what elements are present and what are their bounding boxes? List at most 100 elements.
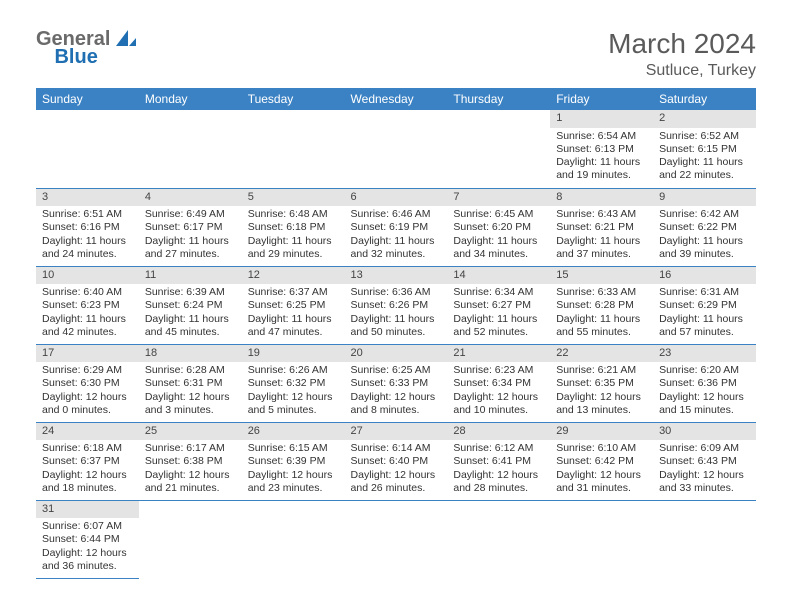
sunset-line: Sunset: 6:34 PM	[453, 377, 544, 390]
day-number: 6	[345, 189, 448, 207]
sunset-line: Sunset: 6:19 PM	[351, 221, 442, 234]
sunset-line: Sunset: 6:32 PM	[248, 377, 339, 390]
sunrise-line: Sunrise: 6:54 AM	[556, 130, 647, 143]
sunset-line: Sunset: 6:26 PM	[351, 299, 442, 312]
day-number: 13	[345, 267, 448, 285]
calendar-cell: 27Sunrise: 6:14 AMSunset: 6:40 PMDayligh…	[345, 422, 448, 500]
calendar-cell: 21Sunrise: 6:23 AMSunset: 6:34 PMDayligh…	[447, 344, 550, 422]
sunrise-line: Sunrise: 6:10 AM	[556, 442, 647, 455]
day-number: 25	[139, 423, 242, 441]
day-number: 4	[139, 189, 242, 207]
daylight-line: Daylight: 12 hours and 18 minutes.	[42, 469, 133, 495]
calendar-table: SundayMondayTuesdayWednesdayThursdayFrid…	[36, 88, 756, 579]
day-number: 16	[653, 267, 756, 285]
daylight-line: Daylight: 12 hours and 31 minutes.	[556, 469, 647, 495]
day-number: 27	[345, 423, 448, 441]
weekday-header: Thursday	[447, 88, 550, 110]
day-number: 9	[653, 189, 756, 207]
daylight-line: Daylight: 12 hours and 21 minutes.	[145, 469, 236, 495]
calendar-cell-empty	[550, 500, 653, 578]
sunrise-line: Sunrise: 6:09 AM	[659, 442, 750, 455]
sunrise-line: Sunrise: 6:36 AM	[351, 286, 442, 299]
daylight-line: Daylight: 12 hours and 28 minutes.	[453, 469, 544, 495]
calendar-cell-empty	[242, 110, 345, 188]
daylight-line: Daylight: 11 hours and 22 minutes.	[659, 156, 750, 182]
day-number: 7	[447, 189, 550, 207]
day-number: 2	[653, 110, 756, 128]
sunrise-line: Sunrise: 6:14 AM	[351, 442, 442, 455]
daylight-line: Daylight: 11 hours and 39 minutes.	[659, 235, 750, 261]
day-number: 1	[550, 110, 653, 128]
calendar-cell: 23Sunrise: 6:20 AMSunset: 6:36 PMDayligh…	[653, 344, 756, 422]
day-number: 20	[345, 345, 448, 363]
calendar-cell: 6Sunrise: 6:46 AMSunset: 6:19 PMDaylight…	[345, 188, 448, 266]
calendar-cell: 29Sunrise: 6:10 AMSunset: 6:42 PMDayligh…	[550, 422, 653, 500]
weekday-header: Wednesday	[345, 88, 448, 110]
sunrise-line: Sunrise: 6:12 AM	[453, 442, 544, 455]
calendar-cell: 14Sunrise: 6:34 AMSunset: 6:27 PMDayligh…	[447, 266, 550, 344]
sunrise-line: Sunrise: 6:21 AM	[556, 364, 647, 377]
daylight-line: Daylight: 11 hours and 52 minutes.	[453, 313, 544, 339]
sunrise-line: Sunrise: 6:18 AM	[42, 442, 133, 455]
sunrise-line: Sunrise: 6:29 AM	[42, 364, 133, 377]
weekday-header: Monday	[139, 88, 242, 110]
daylight-line: Daylight: 12 hours and 3 minutes.	[145, 391, 236, 417]
weekday-header: Friday	[550, 88, 653, 110]
sunset-line: Sunset: 6:27 PM	[453, 299, 544, 312]
day-number: 22	[550, 345, 653, 363]
daylight-line: Daylight: 12 hours and 13 minutes.	[556, 391, 647, 417]
sunset-line: Sunset: 6:25 PM	[248, 299, 339, 312]
daylight-line: Daylight: 12 hours and 0 minutes.	[42, 391, 133, 417]
sunrise-line: Sunrise: 6:48 AM	[248, 208, 339, 221]
day-number: 5	[242, 189, 345, 207]
day-number: 3	[36, 189, 139, 207]
day-number: 14	[447, 267, 550, 285]
sunrise-line: Sunrise: 6:39 AM	[145, 286, 236, 299]
calendar-cell: 24Sunrise: 6:18 AMSunset: 6:37 PMDayligh…	[36, 422, 139, 500]
sunset-line: Sunset: 6:41 PM	[453, 455, 544, 468]
daylight-line: Daylight: 12 hours and 5 minutes.	[248, 391, 339, 417]
sunset-line: Sunset: 6:18 PM	[248, 221, 339, 234]
brand-part2: Blue	[54, 46, 97, 68]
sunrise-line: Sunrise: 6:31 AM	[659, 286, 750, 299]
sunset-line: Sunset: 6:20 PM	[453, 221, 544, 234]
daylight-line: Daylight: 11 hours and 29 minutes.	[248, 235, 339, 261]
daylight-line: Daylight: 11 hours and 55 minutes.	[556, 313, 647, 339]
sunset-line: Sunset: 6:42 PM	[556, 455, 647, 468]
sunset-line: Sunset: 6:24 PM	[145, 299, 236, 312]
calendar-cell: 25Sunrise: 6:17 AMSunset: 6:38 PMDayligh…	[139, 422, 242, 500]
calendar-cell: 19Sunrise: 6:26 AMSunset: 6:32 PMDayligh…	[242, 344, 345, 422]
sunrise-line: Sunrise: 6:17 AM	[145, 442, 236, 455]
sunset-line: Sunset: 6:17 PM	[145, 221, 236, 234]
calendar-cell: 18Sunrise: 6:28 AMSunset: 6:31 PMDayligh…	[139, 344, 242, 422]
day-number: 15	[550, 267, 653, 285]
sunset-line: Sunset: 6:35 PM	[556, 377, 647, 390]
sunrise-line: Sunrise: 6:45 AM	[453, 208, 544, 221]
calendar-cell: 28Sunrise: 6:12 AMSunset: 6:41 PMDayligh…	[447, 422, 550, 500]
day-number: 24	[36, 423, 139, 441]
sunrise-line: Sunrise: 6:52 AM	[659, 130, 750, 143]
daylight-line: Daylight: 11 hours and 34 minutes.	[453, 235, 544, 261]
calendar-cell: 5Sunrise: 6:48 AMSunset: 6:18 PMDaylight…	[242, 188, 345, 266]
sunrise-line: Sunrise: 6:28 AM	[145, 364, 236, 377]
calendar-cell: 20Sunrise: 6:25 AMSunset: 6:33 PMDayligh…	[345, 344, 448, 422]
calendar-cell: 12Sunrise: 6:37 AMSunset: 6:25 PMDayligh…	[242, 266, 345, 344]
day-number: 21	[447, 345, 550, 363]
sunset-line: Sunset: 6:43 PM	[659, 455, 750, 468]
sunrise-line: Sunrise: 6:26 AM	[248, 364, 339, 377]
calendar-cell-empty	[653, 500, 756, 578]
daylight-line: Daylight: 11 hours and 27 minutes.	[145, 235, 236, 261]
calendar-cell: 17Sunrise: 6:29 AMSunset: 6:30 PMDayligh…	[36, 344, 139, 422]
sunrise-line: Sunrise: 6:23 AM	[453, 364, 544, 377]
sunset-line: Sunset: 6:33 PM	[351, 377, 442, 390]
day-number: 12	[242, 267, 345, 285]
daylight-line: Daylight: 11 hours and 50 minutes.	[351, 313, 442, 339]
calendar-cell: 3Sunrise: 6:51 AMSunset: 6:16 PMDaylight…	[36, 188, 139, 266]
calendar-cell: 31Sunrise: 6:07 AMSunset: 6:44 PMDayligh…	[36, 500, 139, 578]
calendar-cell-empty	[345, 500, 448, 578]
daylight-line: Daylight: 11 hours and 37 minutes.	[556, 235, 647, 261]
sunrise-line: Sunrise: 6:43 AM	[556, 208, 647, 221]
daylight-line: Daylight: 12 hours and 15 minutes.	[659, 391, 750, 417]
day-number: 28	[447, 423, 550, 441]
sunset-line: Sunset: 6:38 PM	[145, 455, 236, 468]
